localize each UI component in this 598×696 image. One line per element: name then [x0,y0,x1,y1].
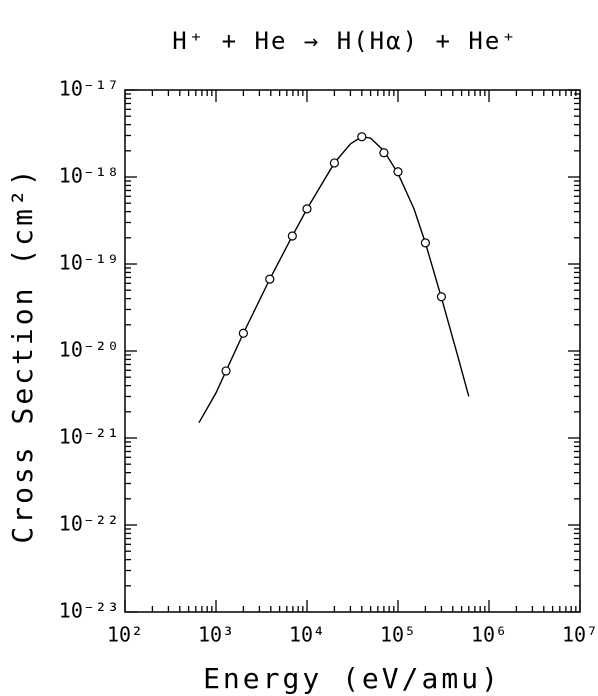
y-tick-label: 10⁻²¹ [59,425,119,449]
data-point [329,158,339,168]
y-tick-label: 10⁻¹⁷ [59,77,119,101]
data-point [357,132,367,142]
y-tick-label: 10⁻¹⁸ [59,164,119,188]
x-tick-label: 10⁴ [289,623,325,647]
x-axis-label: Energy (eV/amu) [203,662,501,695]
x-tick-label: 10³ [198,623,234,647]
data-point [265,274,275,284]
data-point [221,366,231,376]
y-tick-label: 10⁻²³ [59,599,119,623]
y-tick-label: 10⁻²² [59,512,119,536]
chart-title: H⁺ + He → H(Hα) + He⁺ [172,27,517,55]
data-point [420,238,430,248]
y-axis-label: Cross Section (cm²) [6,166,39,543]
data-point [436,292,447,302]
y-tick-label: 10⁻²⁰ [59,338,119,362]
x-tick-label: 10⁶ [471,623,507,647]
data-point [238,328,248,338]
data-point [302,204,312,214]
x-tick-label: 10⁵ [380,623,416,647]
data-point [393,167,403,177]
data-point [287,231,297,241]
fit-curve [198,136,470,424]
x-tick-label: 10⁷ [562,623,598,647]
y-tick-label: 10⁻¹⁹ [59,251,119,275]
plot-frame [124,89,581,613]
x-tick-label: 10² [107,623,143,647]
data-point [379,148,389,158]
